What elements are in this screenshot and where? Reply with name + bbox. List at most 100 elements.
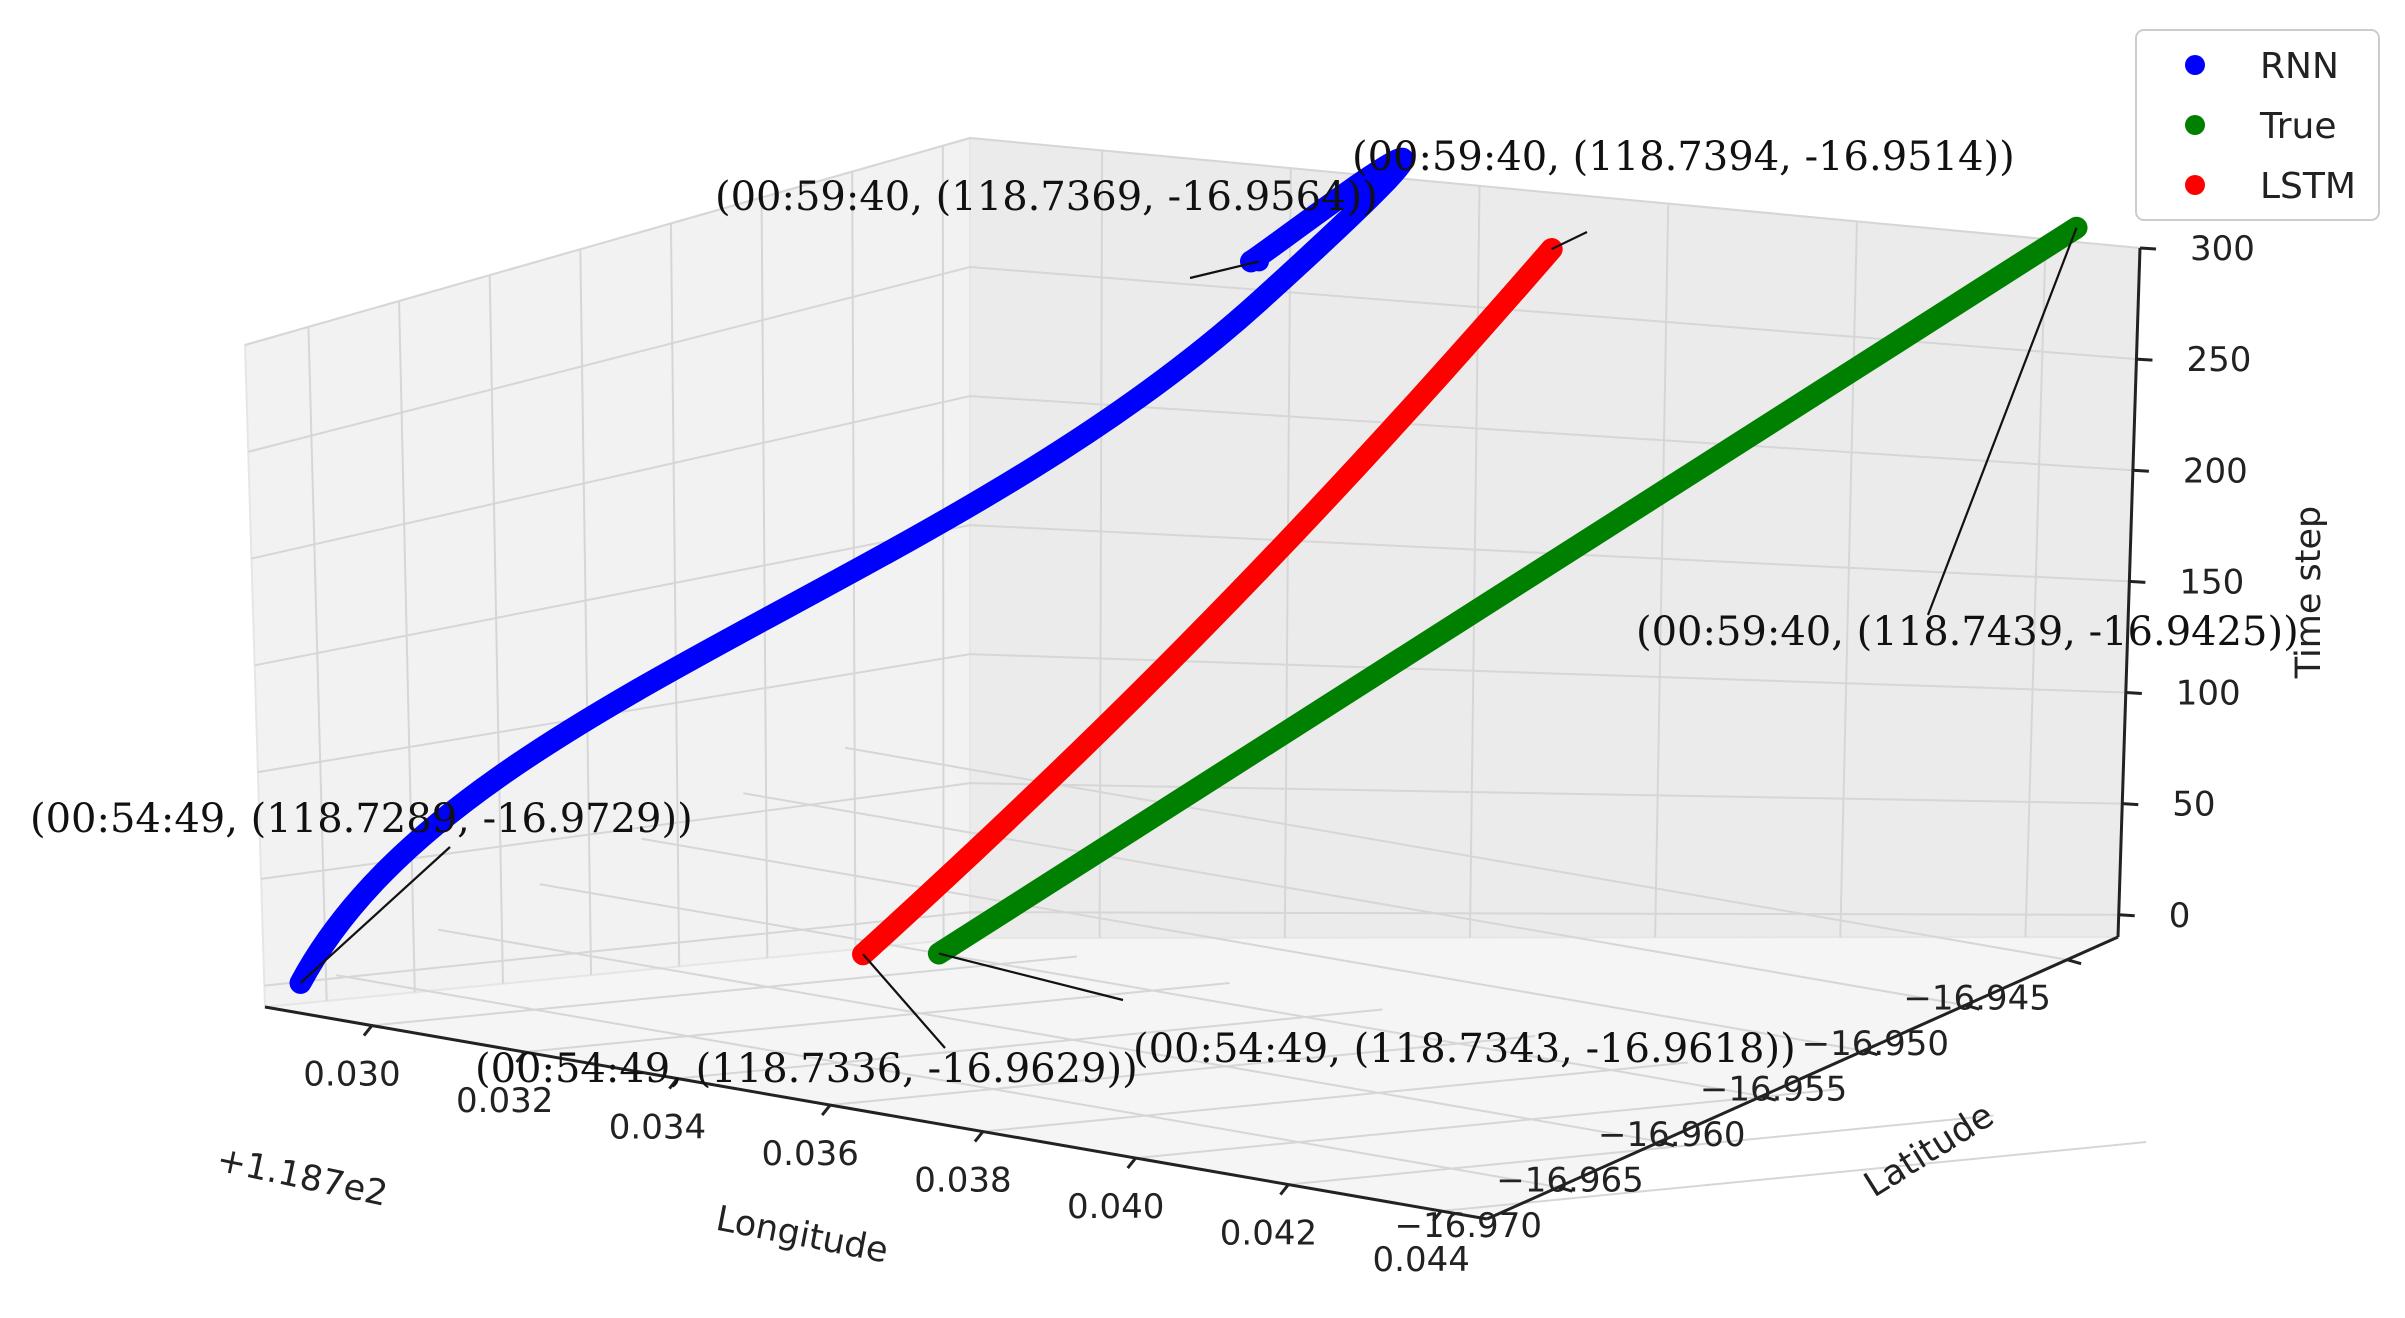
legend-label-lstm: LSTM xyxy=(2260,166,2356,207)
x-gridline-back xyxy=(760,197,769,958)
series-rnn-line xyxy=(289,147,1415,994)
x-axis-line xyxy=(264,1005,1488,1221)
z-tick-mark xyxy=(2129,579,2146,584)
x-gridline-back xyxy=(669,223,681,967)
x-gridline-floor xyxy=(1135,1088,1841,1160)
x-tick-mark xyxy=(515,1051,526,1063)
y-tick-mark xyxy=(1659,1140,1675,1148)
annotation-leader xyxy=(299,846,451,984)
y-gridline-floor xyxy=(743,792,1966,1007)
x-tick-label: 0.040 xyxy=(1067,1187,1164,1227)
z-tick-label: 100 xyxy=(2176,674,2241,714)
z-tick-label: 200 xyxy=(2183,451,2248,491)
y-tick-label: −16.965 xyxy=(1496,1161,1643,1201)
z-tick-label: 250 xyxy=(2186,340,2251,380)
z-tick-label: 150 xyxy=(2179,562,2244,602)
x-tick-mark xyxy=(973,1130,985,1143)
z-tick-label: 300 xyxy=(2190,229,2255,269)
x-axis-offset: +1.187e2 xyxy=(213,1140,391,1215)
y-tick-mark xyxy=(2066,958,2082,966)
y-tick-label: −16.950 xyxy=(1802,1024,1949,1064)
z-gridline-left xyxy=(251,395,971,560)
x-tick-mark xyxy=(362,1024,374,1037)
z-gridline-left xyxy=(244,137,971,346)
x-gridline-floor xyxy=(524,982,1230,1054)
z-tick-mark xyxy=(2132,468,2149,473)
y-gridline-floor xyxy=(437,928,1661,1143)
x-gridline-floor xyxy=(371,955,1078,1027)
x-tick-label: 0.034 xyxy=(609,1108,706,1148)
legend-marker-rnn xyxy=(2185,55,2205,75)
z-gridline-right xyxy=(969,137,2141,249)
z-tick-mark xyxy=(2139,246,2157,251)
legend-label-rnn: RNN xyxy=(2260,46,2339,87)
y-tick-mark xyxy=(1964,1003,1980,1011)
x-tick-mark xyxy=(1432,1210,1443,1222)
y-axis-line xyxy=(1486,935,2119,1221)
z-gridline-right xyxy=(969,395,2133,472)
x-gridline-back xyxy=(579,249,593,976)
y-tick-mark xyxy=(1557,1185,1573,1193)
x-tick-mark xyxy=(668,1077,679,1090)
annotation-leader xyxy=(938,952,1124,1002)
z-tick-label: 0 xyxy=(2169,896,2191,936)
legend: RNN True LSTM xyxy=(2135,29,2380,221)
z-gridline-left xyxy=(254,524,971,667)
annotation-leader xyxy=(862,953,946,1049)
annotation-true-start: (00:54:49, (118.7343, -16.9618)) xyxy=(1133,1026,1796,1072)
x-tick-label: 0.044 xyxy=(1373,1240,1470,1280)
y-tick-label: −16.955 xyxy=(1700,1070,1847,1110)
z-axis-line xyxy=(2116,247,2142,938)
x-tick-label: 0.038 xyxy=(914,1161,1011,1201)
x-tick-label: 0.032 xyxy=(456,1081,553,1121)
x-axis-label: Longitude xyxy=(713,1199,892,1271)
y-tick-label: −16.960 xyxy=(1598,1115,1745,1155)
x-gridline-back xyxy=(941,145,945,941)
y-gridline-back xyxy=(1839,221,1858,938)
y-gridline-back xyxy=(1468,185,1481,938)
z-tick-mark xyxy=(2125,691,2142,696)
y-tick-label: −16.945 xyxy=(1903,979,2050,1019)
y-gridline-back xyxy=(2024,239,2047,938)
x-gridline-floor xyxy=(830,1035,1536,1107)
z-gridline-right xyxy=(969,782,2123,805)
z-tick-label: 50 xyxy=(2172,785,2215,825)
x-tick-label: 0.042 xyxy=(1220,1214,1317,1254)
annotation-rnn-end: (00:59:40, (118.7369, -16.9564)) xyxy=(715,174,1378,220)
annotation-true-end: (00:59:40, (118.7439, -16.9425)) xyxy=(1636,609,2299,655)
annotation-lstm-end: (00:59:40, (118.7394, -16.9514)) xyxy=(1352,134,2015,180)
y-gridline-floor xyxy=(641,837,1864,1052)
z-axis-label: Time step xyxy=(2289,506,2329,680)
x-tick-label: 0.036 xyxy=(762,1134,859,1174)
z-gridline-right xyxy=(969,266,2137,361)
annotation-rnn-start: (00:54:49, (118.7289, -16.9729)) xyxy=(30,796,693,842)
x-gridline-back xyxy=(488,275,504,984)
x-tick-mark xyxy=(1126,1157,1137,1169)
y-tick-mark xyxy=(1761,1094,1777,1102)
annotation-leader xyxy=(1551,231,1588,251)
x-gridline-back xyxy=(398,300,416,993)
annotation-leader xyxy=(1926,227,2078,616)
y-axis-label: Latitude xyxy=(1857,1096,2000,1206)
z-tick-mark xyxy=(2118,913,2135,918)
z-gridline-left xyxy=(264,911,971,987)
z-gridline-right xyxy=(969,911,2119,916)
x-gridline-floor xyxy=(677,1008,1383,1080)
x-tick-mark xyxy=(821,1104,832,1116)
annotation-leader xyxy=(1189,260,1260,280)
series-lstm-line xyxy=(852,238,1563,966)
y-gridline-back xyxy=(1654,203,1670,938)
z-gridline-left xyxy=(247,266,971,453)
series-true-line xyxy=(927,216,2088,965)
annotation-lstm-start: (00:54:49, (118.7336, -16.9629)) xyxy=(475,1046,1138,1092)
annotations: (00:54:49, (118.7289, -16.9729)) (00:59:4… xyxy=(30,134,2299,1092)
y-gridline-back xyxy=(1098,150,1104,938)
z-tick-mark xyxy=(2136,357,2153,362)
y-tick-label: −16.970 xyxy=(1395,1206,1542,1246)
x-gridline-back xyxy=(307,326,328,1001)
x-gridline-floor xyxy=(1441,1141,2147,1213)
x-gridline-floor xyxy=(982,1061,1689,1133)
legend-label-true: True xyxy=(2259,106,2336,147)
legend-marker-true xyxy=(2185,115,2205,135)
